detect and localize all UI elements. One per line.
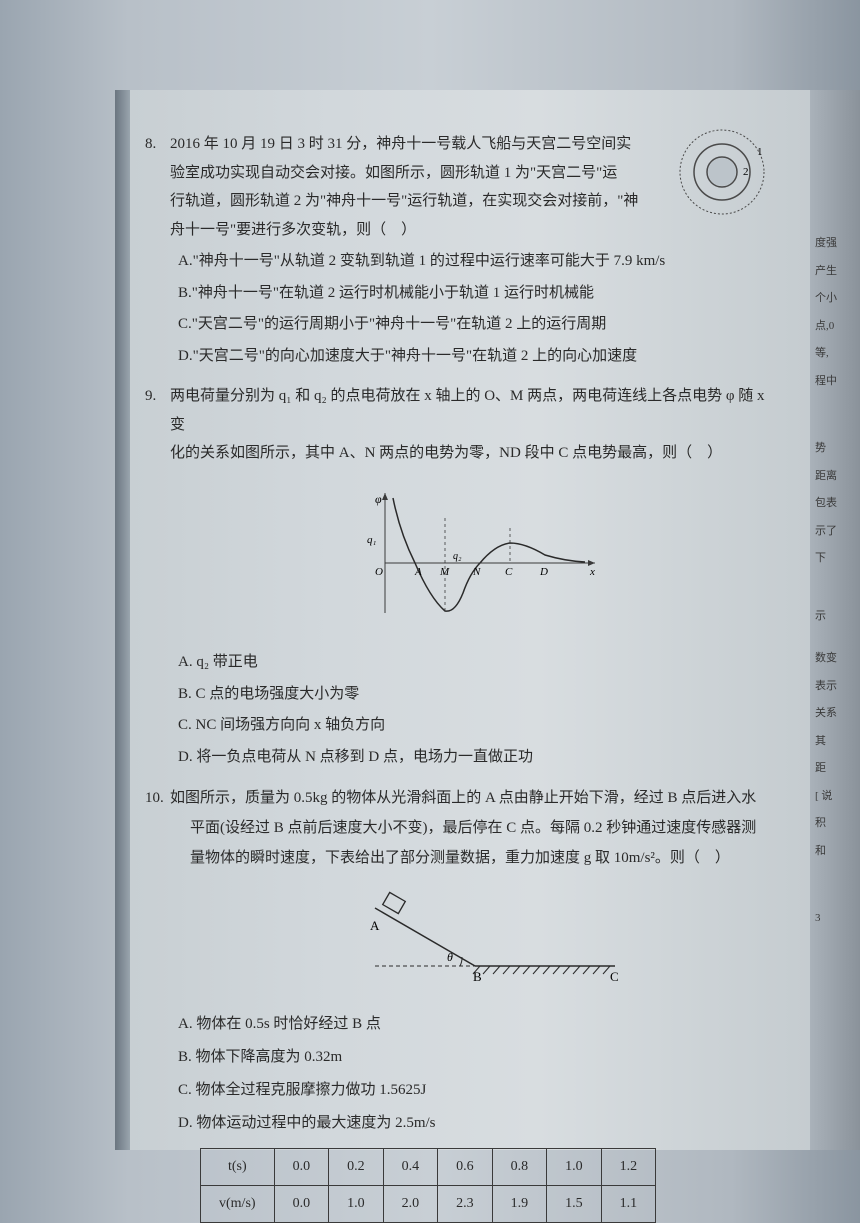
q10-option-d: D. 物体运动过程中的最大速度为 2.5m/s <box>170 1108 780 1138</box>
svg-text:M: M <box>439 566 450 578</box>
table-header-t: t(s) <box>201 1149 275 1186</box>
svg-text:A: A <box>414 566 422 578</box>
q8-intro: 2016 年 10 月 19 日 3 时 31 分，神舟十一号载人飞船与天宫二号… <box>170 136 631 152</box>
q10-diagram: A θ B C <box>170 888 780 994</box>
q9-option-a: A. q₂ 带正电 <box>170 648 780 677</box>
question-8: 8. 2016 年 10 月 19 日 3 时 31 分，神舟十一号载人飞船与天… <box>170 130 780 370</box>
q10-line1: 如图所示，质量为 0.5kg 的物体从光滑斜面上的 A 点由静止开始下滑，经过 … <box>170 790 756 806</box>
svg-text:C: C <box>505 566 513 578</box>
q10-number: 10. <box>145 783 164 813</box>
svg-text:A: A <box>370 918 380 933</box>
exam-page: 1 2 8. 2016 年 10 月 19 日 3 时 31 分，神舟十一号载人… <box>130 90 810 1150</box>
q10-option-a: A. 物体在 0.5s 时恰好经过 B 点 <box>170 1009 780 1039</box>
question-9: 9. 两电荷量分别为 q₁ 和 q₂ 的点电荷放在 x 轴上的 O、M 两点，两… <box>170 382 780 771</box>
svg-text:q₂: q₂ <box>453 551 462 562</box>
q8-line2: 验室成功实现自动交会对接。如图所示，圆形轨道 1 为"天宫二号"运 <box>170 165 617 181</box>
question-10: 10. 如图所示，质量为 0.5kg 的物体从光滑斜面上的 A 点由静止开始下滑… <box>170 783 780 1223</box>
svg-text:B: B <box>473 969 482 983</box>
table-row: v(m/s) 0.0 1.0 2.0 2.3 1.9 1.5 1.1 <box>201 1186 656 1223</box>
q9-graph: φ q₁ O A M q₂ N C D x <box>170 483 780 634</box>
q9-number: 9. <box>145 382 156 411</box>
table-header-v: v(m/s) <box>201 1186 275 1223</box>
q10-line2: 平面(设经过 B 点前后速度大小不变)，最后停在 C 点。每隔 0.2 秒钟通过… <box>170 820 756 836</box>
q8-option-d: D."天宫二号"的向心加速度大于"神舟十一号"在轨道 2 上的向心加速度 <box>170 342 780 371</box>
q8-option-b: B."神舟十一号"在轨道 2 运行时机械能小于轨道 1 运行时机械能 <box>170 279 780 308</box>
q9-line2: 化的关系如图所示，其中 A、N 两点的电势为零，ND 段中 C 点电势最高，则（… <box>170 445 722 461</box>
q8-number: 8. <box>145 130 156 159</box>
table-row: t(s) 0.0 0.2 0.4 0.6 0.8 1.0 1.2 <box>201 1149 656 1186</box>
svg-text:θ: θ <box>447 950 453 964</box>
svg-text:O: O <box>375 566 383 578</box>
q8-line4: 舟十一号"要进行多次变轨，则（ ） <box>170 222 416 238</box>
q8-option-a: A."神舟十一号"从轨道 2 变轨到轨道 1 的过程中运行速率可能大于 7.9 … <box>170 247 780 276</box>
q10-line3: 量物体的瞬时速度，下表给出了部分测量数据，重力加速度 g 取 10m/s²。则（… <box>170 850 730 866</box>
svg-text:N: N <box>472 566 481 578</box>
q9-line1: 两电荷量分别为 q₁ 和 q₂ 的点电荷放在 x 轴上的 O、M 两点，两电荷连… <box>170 388 765 433</box>
q10-option-b: B. 物体下降高度为 0.32m <box>170 1042 780 1072</box>
q9-option-c: C. NC 间场强方向向 x 轴负方向 <box>170 711 780 740</box>
svg-text:C: C <box>610 969 619 983</box>
next-page-edge: 度强 产生 个小 点,0 等, 程中 势 距离 包表 示了 下 示 数变 表示 … <box>810 90 860 1150</box>
q9-option-d: D. 将一负点电荷从 N 点移到 D 点，电场力一直做正功 <box>170 743 780 772</box>
svg-text:q₁: q₁ <box>367 534 377 546</box>
svg-text:x: x <box>589 566 595 578</box>
svg-text:D: D <box>539 566 548 578</box>
q8-option-c: C."天宫二号"的运行周期小于"神舟十一号"在轨道 2 上的运行周期 <box>170 310 780 339</box>
q9-option-b: B. C 点的电场强度大小为零 <box>170 680 780 709</box>
q10-data-table: t(s) 0.0 0.2 0.4 0.6 0.8 1.0 1.2 v(m/s) … <box>200 1148 656 1223</box>
svg-text:φ: φ <box>375 492 382 506</box>
q8-line3: 行轨道，圆形轨道 2 为"神舟十一号"运行轨道，在实现交会对接前，"神 <box>170 193 638 209</box>
q10-option-c: C. 物体全过程克服摩擦力做功 1.5625J <box>170 1075 780 1105</box>
